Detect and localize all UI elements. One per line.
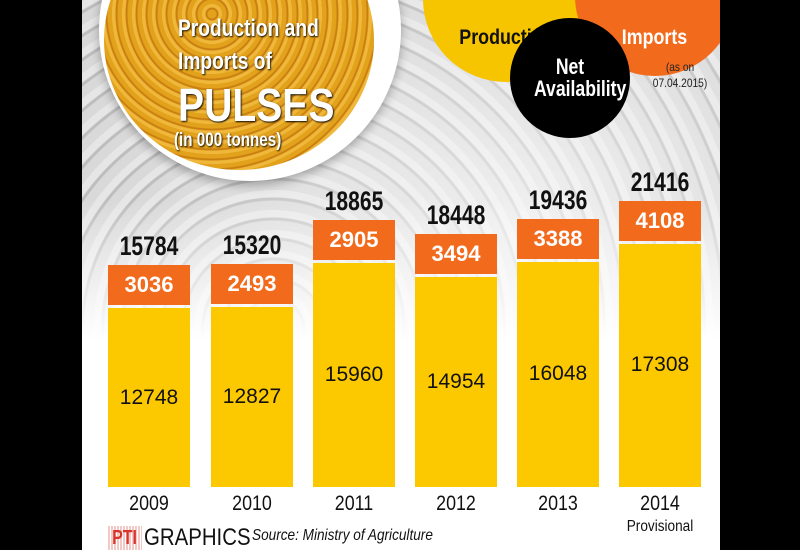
total-label: 18448 [426, 200, 486, 231]
production-value: 12748 [119, 385, 179, 409]
total-label: 15320 [222, 229, 282, 260]
source-note: Source: Ministry of Agriculture [252, 527, 433, 544]
legend-imports-label: Imports [622, 26, 688, 49]
imports-bar: 3388 [517, 218, 599, 259]
production-value: 14954 [426, 370, 486, 393]
imports-value: 3494 [431, 241, 481, 267]
production-bar: 14954 [415, 277, 497, 487]
production-bar: 17308 [619, 243, 701, 487]
year-note: Provisional [626, 518, 694, 535]
total-label: 15784 [119, 231, 179, 261]
as-on-line-1: (as on [665, 60, 695, 74]
pti-logo: PTI [108, 526, 142, 550]
production-bar: 15960 [313, 262, 395, 487]
as-on-line-2: 07.04.2015) [652, 75, 708, 90]
production-value: 15960 [324, 362, 384, 386]
legend-net: Net Availability [510, 18, 630, 138]
graphics-label: GRAPHICS [144, 524, 251, 550]
year-tick-label: 2013 [538, 492, 578, 515]
imports-value: 3388 [533, 225, 583, 251]
legend-net-label: Net Availability [534, 54, 627, 101]
year-tick-label: 2011 [334, 492, 374, 515]
imports-bar: 3494 [415, 234, 497, 275]
total-label: 18865 [324, 185, 384, 216]
imports-bar: 2493 [211, 263, 293, 304]
as-on-note: (as on 07.04.2015) [653, 60, 707, 91]
production-bar: 16048 [517, 261, 599, 487]
year-tick-label: 2009 [129, 492, 169, 515]
pti-logo-text: PTI [112, 527, 138, 549]
production-value: 17308 [630, 353, 690, 377]
year-tick-label: 2012 [436, 492, 476, 515]
production-bar: 12748 [108, 308, 190, 487]
imports-value: 3036 [124, 272, 174, 297]
title-line-3: PULSES [178, 79, 335, 131]
chart-panel: Production and Imports of PULSES (in 000… [82, 0, 720, 550]
imports-bar: 4108 [619, 200, 701, 241]
year-tick-label: 2014 [640, 492, 680, 515]
total-label: 19436 [528, 184, 588, 215]
imports-bar: 2905 [313, 219, 395, 260]
imports-value: 4108 [635, 207, 685, 233]
title-line-2: Imports of [178, 48, 272, 75]
imports-bar: 3036 [108, 265, 190, 305]
unit-label: (in 000 tonnes) [174, 130, 282, 151]
imports-value: 2905 [329, 226, 379, 252]
production-bar: 12827 [211, 306, 293, 487]
production-value: 12827 [222, 384, 282, 408]
year-tick-label: 2010 [232, 492, 272, 515]
title-line-1: Production and [178, 15, 319, 42]
total-label: 21416 [630, 166, 690, 197]
imports-value: 2493 [227, 270, 277, 296]
production-value: 16048 [528, 362, 588, 386]
